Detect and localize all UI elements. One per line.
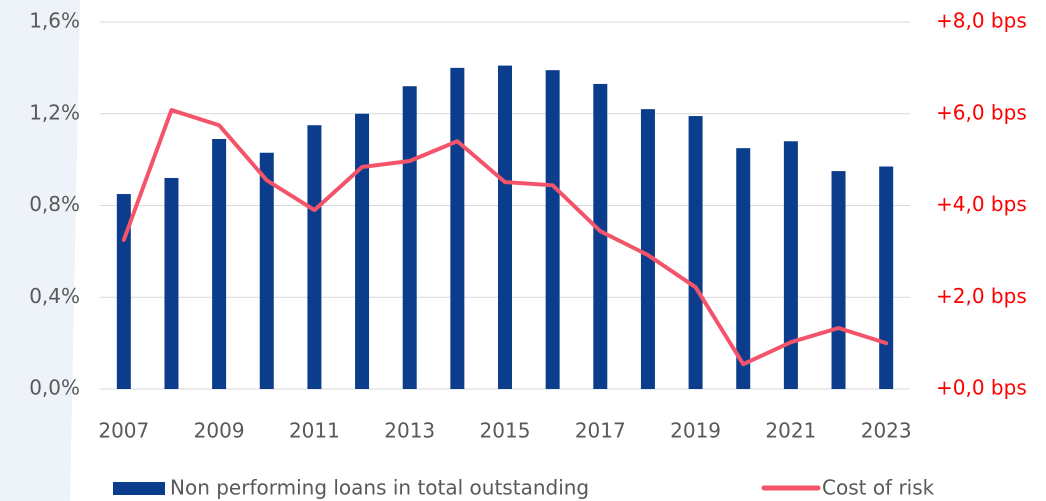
x-tick-label: 2019: [670, 419, 721, 443]
line: [121, 108, 889, 367]
bar: [116, 194, 131, 389]
x-tick-label: 2017: [575, 419, 626, 443]
legend-swatch: [113, 482, 165, 495]
bar: [688, 116, 703, 389]
bar: [307, 125, 322, 389]
x-tick-label: 2011: [289, 419, 340, 443]
bar: [593, 83, 608, 390]
x-tick-label: 2023: [861, 419, 912, 443]
bar: [164, 177, 179, 389]
bar: [879, 166, 894, 389]
bar: [450, 67, 465, 389]
bar: [545, 70, 560, 389]
y2-tick-label: +2,0 bps: [936, 284, 1027, 308]
x-tick-label: 2013: [384, 419, 435, 443]
x-tick-label: 2009: [194, 419, 245, 443]
background-shape: [0, 0, 80, 501]
bar: [355, 113, 370, 389]
y2-tick-label: +4,0 bps: [936, 192, 1027, 216]
x-tick-label: 2007: [98, 419, 149, 443]
x-tick-label: 2015: [480, 419, 531, 443]
bar: [640, 109, 655, 389]
y2-tick-label: +8,0 bps: [936, 9, 1027, 33]
legend-label: Cost of risk: [822, 476, 935, 500]
bar: [402, 86, 417, 389]
y2-tick-label: +0,0 bps: [936, 376, 1027, 400]
bar: [831, 171, 846, 389]
bar: [212, 138, 227, 389]
y-tick-label: 0,4%: [29, 284, 80, 308]
y2-tick-label: +6,0 bps: [936, 100, 1027, 124]
y-tick-label: 0,0%: [29, 376, 80, 400]
y-tick-label: 1,2%: [29, 100, 80, 124]
legend-label: Non performing loans in total outstandin…: [170, 476, 589, 500]
x-tick-label: 2021: [765, 419, 816, 443]
bar: [259, 152, 274, 389]
bar: [736, 148, 751, 389]
bar: [498, 65, 512, 390]
y-tick-label: 0,8%: [29, 192, 80, 216]
y-tick-label: 1,6%: [29, 9, 80, 33]
bar: [783, 141, 798, 389]
